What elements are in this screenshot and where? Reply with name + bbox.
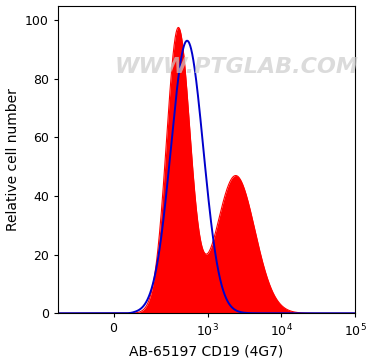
- Text: WWW.PTGLAB.COM: WWW.PTGLAB.COM: [114, 57, 358, 77]
- X-axis label: AB-65197 CD19 (4G7): AB-65197 CD19 (4G7): [129, 344, 283, 359]
- Y-axis label: Relative cell number: Relative cell number: [6, 88, 20, 231]
